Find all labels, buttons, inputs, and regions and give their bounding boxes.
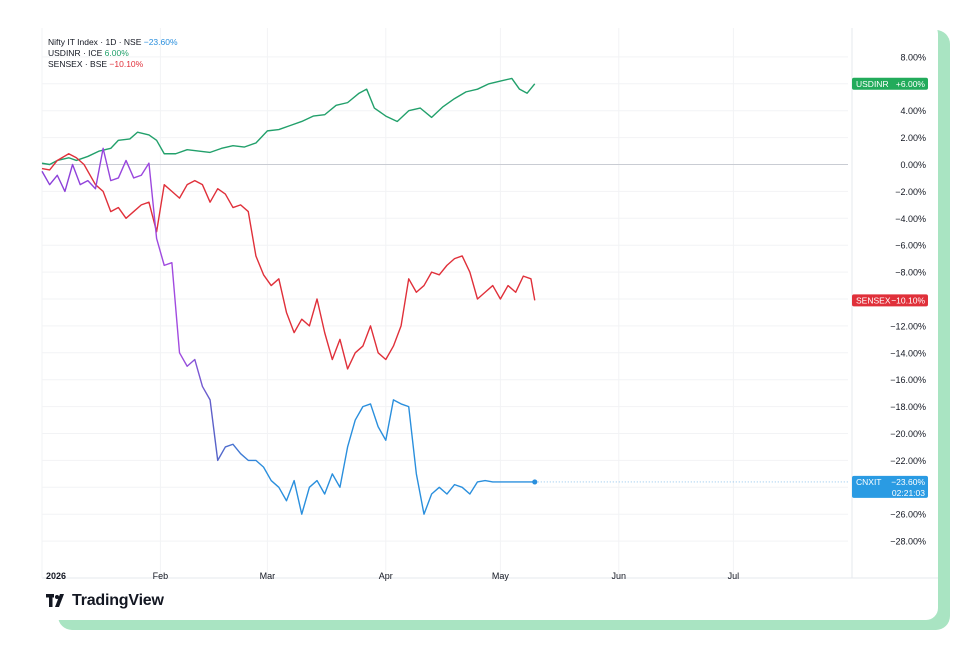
series-line-usdinr	[41, 77, 536, 166]
badge-bg	[852, 294, 928, 307]
badge-value: +6.00%	[896, 79, 926, 89]
y-tick-label: 0.00%	[900, 160, 926, 170]
y-tick-label: 4.00%	[900, 106, 926, 116]
x-tick-label: 2026	[46, 571, 66, 581]
badge-usdinr: USDINR +6.00%	[852, 77, 928, 90]
x-axis: 2026 Feb Mar Apr May Jun Jul	[46, 571, 739, 581]
y-tick-label: −6.00%	[895, 241, 926, 251]
y-axis: 8.00%6.00%4.00%2.00%0.00%−2.00%−4.00%−6.…	[890, 52, 926, 546]
legend-value: −10.10%	[109, 59, 143, 69]
x-tick-label: Jul	[728, 571, 740, 581]
logo-text: TradingView	[72, 592, 164, 609]
legend-value: 6.00%	[105, 48, 130, 58]
badge-label: CNXIT	[856, 477, 882, 487]
badge-bg	[852, 475, 928, 498]
y-tick-label: −14.00%	[890, 348, 926, 358]
y-tick-label: 2.00%	[900, 133, 926, 143]
legend-value: −23.60%	[144, 37, 178, 47]
legend: Nifty IT Index · 1D · NSE −23.60%USDINR …	[48, 37, 178, 69]
series-line-sensex	[41, 153, 536, 370]
badge-time: 02:21:03	[892, 488, 925, 498]
x-tick-label: Jun	[612, 571, 627, 581]
y-tick-label: −26.00%	[890, 510, 926, 520]
y-tick-label: −20.00%	[890, 429, 926, 439]
grid	[41, 28, 938, 579]
x-tick-label: May	[492, 571, 510, 581]
series-lines	[41, 77, 848, 515]
badge-value: −23.60%	[891, 477, 925, 487]
x-tick-label: Mar	[260, 571, 276, 581]
y-tick-label: −2.00%	[895, 187, 926, 197]
y-tick-label: −4.00%	[895, 214, 926, 224]
y-tick-label: −12.00%	[890, 321, 926, 331]
legend-item: USDINR · ICE 6.00%	[48, 48, 129, 58]
tradingview-icon	[46, 594, 64, 607]
badge-label: USDINR	[856, 79, 889, 89]
y-tick-label: −18.00%	[890, 402, 926, 412]
badge-cnxit: CNXIT −23.60%02:21:03	[852, 475, 928, 498]
y-tick-label: −16.00%	[890, 375, 926, 385]
legend-item: SENSEX · BSE −10.10%	[48, 59, 144, 69]
legend-item: Nifty IT Index · 1D · NSE −23.60%	[48, 37, 178, 47]
tradingview-logo[interactable]: TradingView	[46, 592, 164, 610]
x-tick-label: Feb	[153, 571, 169, 581]
badge-bg	[852, 77, 928, 90]
y-tick-label: −28.00%	[890, 537, 926, 547]
legend-name: Nifty IT Index · 1D · NSE	[48, 37, 144, 47]
legend-name: USDINR · ICE	[48, 48, 105, 58]
badge-value: −10.10%	[891, 295, 925, 305]
y-tick-label: 8.00%	[900, 52, 926, 62]
price-badges: USDINR +6.00% SENSEX −10.10% CNXIT −23.60%02:…	[852, 77, 928, 498]
y-tick-label: −22.00%	[890, 456, 926, 466]
chart-card	[40, 22, 938, 620]
y-tick-label: −8.00%	[895, 268, 926, 278]
badge-label: SENSEX	[856, 295, 891, 305]
x-tick-label: Apr	[379, 571, 393, 581]
badge-sensex: SENSEX −10.10%	[852, 294, 928, 307]
legend-name: SENSEX · BSE	[48, 59, 109, 69]
series-line-nifty-it-index	[41, 147, 535, 515]
